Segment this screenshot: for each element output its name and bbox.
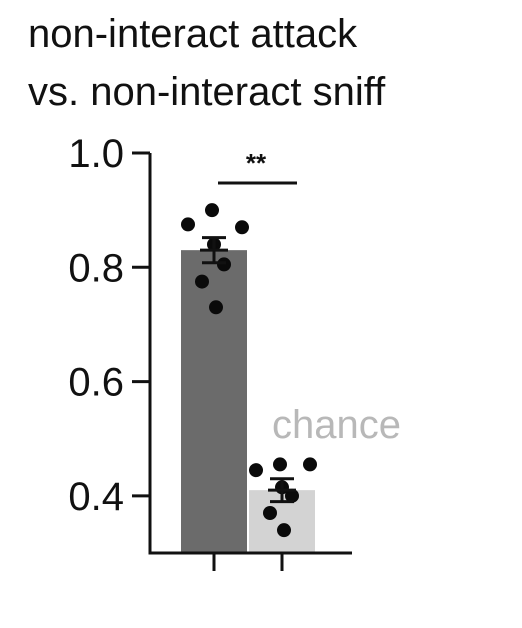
data-point: [209, 300, 223, 315]
data-point: [273, 457, 287, 472]
axes-layer: [148, 153, 352, 555]
y-tick-label: 1.0: [68, 132, 124, 176]
chance-label: chance: [272, 403, 401, 447]
y-tick-label: 0.6: [68, 361, 124, 405]
chart-title-line-1: non-interact attack: [28, 12, 358, 56]
significance-label: **: [246, 148, 267, 178]
data-point: [285, 488, 299, 503]
data-point: [277, 523, 291, 538]
chart-title-line-2: vs. non-interact sniff: [28, 70, 386, 114]
bars-layer: [181, 250, 315, 553]
data-point: [263, 506, 277, 520]
data-point: [235, 220, 249, 235]
data-point: [195, 274, 209, 289]
bar-1: [181, 250, 247, 553]
data-point: [217, 257, 231, 272]
data-point: [205, 203, 219, 218]
data-point: [249, 463, 263, 478]
errors-layer: [200, 236, 296, 504]
data-point: [303, 457, 317, 472]
y-tick-label: 0.4: [68, 475, 124, 519]
ticks-layer: 1.0 0.8 0.6 0.4: [68, 132, 284, 571]
annotation-layer: chance **: [218, 148, 401, 447]
y-tick-label: 0.8: [68, 246, 124, 290]
data-point: [181, 217, 195, 232]
